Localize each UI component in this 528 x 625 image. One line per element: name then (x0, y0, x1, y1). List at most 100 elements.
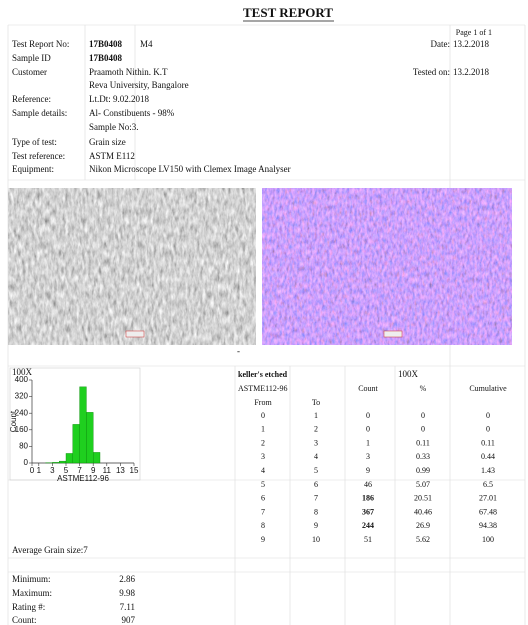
histogram-bar (52, 462, 59, 463)
cell: 5.07 (416, 480, 430, 489)
cell: 51 (364, 535, 372, 544)
cell: 46 (364, 480, 372, 489)
label: Minimum: (12, 574, 51, 584)
value: Grain size (89, 137, 126, 147)
cell: 0 (486, 411, 490, 420)
cell: 0 (366, 425, 370, 434)
value: 2.86 (119, 574, 135, 584)
column-header: % (420, 384, 427, 393)
test-report: TEST REPORT Page 1 of 1 Test Report No: … (0, 0, 528, 625)
value: Sample No:3. (89, 122, 139, 132)
x-tick-label: 3 (50, 466, 55, 475)
cell: 40.46 (414, 507, 432, 516)
label: Test Report No: (12, 39, 69, 49)
micrograph-analysed (262, 188, 512, 345)
label: Rating #: (12, 602, 45, 612)
average-grain-size: Average Grain size:7 (12, 545, 88, 555)
label: Sample ID (12, 53, 51, 63)
label: Test reference: (12, 151, 65, 161)
value: Lt.Dt: 9.02.2018 (89, 94, 149, 104)
value: 17B0408 (89, 39, 123, 49)
cell: 186 (362, 494, 374, 503)
cell: 0 (366, 411, 370, 420)
x-tick-label: 13 (116, 466, 125, 475)
value: 907 (122, 615, 136, 625)
cell: 5 (261, 480, 265, 489)
value: Reva University, Bangalore (89, 80, 189, 90)
magnification: 100X (398, 369, 419, 379)
cell: 1 (366, 438, 370, 447)
cell: 0.11 (416, 438, 430, 447)
column-header: Cumulative (469, 384, 507, 393)
cell: 94.38 (479, 521, 497, 530)
x-tick-label: 1 (37, 466, 42, 475)
cell: 1.43 (481, 466, 495, 475)
label: Reference: (12, 94, 51, 104)
cell: 0.11 (481, 438, 495, 447)
cell: 5.62 (416, 535, 430, 544)
etchant: keller's etched (238, 370, 288, 379)
histogram-bar (93, 452, 100, 463)
histogram-bar (86, 412, 93, 463)
cell: 2 (314, 425, 318, 434)
column-header: To (312, 398, 320, 407)
cell: 4 (261, 466, 265, 475)
cell: 26.9 (416, 521, 430, 530)
value: 13.2.2018 (453, 39, 490, 49)
y-tick-label: 80 (19, 442, 28, 451)
label: Equipment: (12, 164, 54, 174)
cell: 1 (314, 411, 318, 420)
cell: 6 (261, 494, 265, 503)
cell: 10 (312, 535, 320, 544)
cell: 3 (366, 452, 370, 461)
scale-bar (126, 331, 144, 337)
value: 7.11 (120, 602, 135, 612)
cell: 27.01 (479, 494, 497, 503)
cell: 0.99 (416, 466, 430, 475)
page-number: Page 1 of 1 (456, 28, 492, 37)
cell: 7 (314, 494, 318, 503)
standard: ASTME112-96 (238, 384, 287, 393)
label: Tested on: (413, 67, 450, 77)
cell: 3 (261, 452, 265, 461)
column-header: From (254, 398, 272, 407)
x-tick-label: 0 (30, 466, 35, 475)
column-header: Count (358, 384, 378, 393)
cell: 0.33 (416, 452, 430, 461)
cell: 4 (314, 452, 318, 461)
label: Customer (12, 67, 47, 77)
histogram-bar (59, 461, 66, 463)
value: Al- Constibuents - 98% (89, 108, 175, 118)
cell: 0.44 (481, 452, 495, 461)
y-axis-label: Count (9, 410, 18, 432)
cell: 67.48 (479, 507, 497, 516)
label: Count: (12, 615, 37, 625)
x-tick-label: 15 (130, 466, 139, 475)
cell: 9 (261, 535, 265, 544)
cell: 0 (486, 425, 490, 434)
histogram-bar (66, 453, 73, 463)
separator: - (237, 346, 240, 356)
x-axis-label: ASTME112-96 (57, 474, 109, 483)
cell: 0 (421, 425, 425, 434)
cell: 0 (421, 411, 425, 420)
cell: 100 (482, 535, 494, 544)
cell: 20.51 (414, 494, 432, 503)
cell: 9 (366, 466, 370, 475)
scale-bar (384, 331, 402, 337)
cell: 6 (314, 480, 318, 489)
value: ASTM E112 (89, 151, 135, 161)
y-tick-label: 0 (24, 458, 29, 467)
histogram-bar (73, 424, 80, 463)
cell: 6.5 (483, 480, 493, 489)
cell: 7 (261, 507, 265, 516)
value: 17B0408 (89, 53, 123, 63)
label: Type of test: (12, 137, 57, 147)
value: Praamoth Nithin. K.T (89, 67, 168, 77)
value: M4 (140, 39, 153, 49)
value: Nikon Microscope LV150 with Clemex Image… (89, 164, 291, 174)
label: Maximum: (12, 588, 52, 598)
cell: 1 (261, 425, 265, 434)
